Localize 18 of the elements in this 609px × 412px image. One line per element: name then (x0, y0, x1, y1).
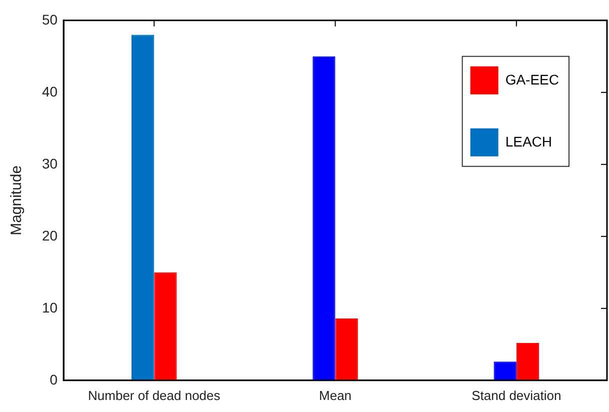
y-axis-title: Magnitude (8, 165, 26, 236)
x-tick-label: Mean (319, 388, 352, 403)
bar (154, 272, 177, 380)
x-tick-label: Number of dead nodes (88, 388, 221, 403)
y-tick-label: 50 (42, 11, 58, 28)
bar (312, 56, 336, 380)
bar (335, 318, 358, 380)
bar (132, 34, 154, 380)
legend-label: LEACH (505, 133, 552, 150)
y-tick-label: 10 (42, 299, 58, 316)
y-tick-label: 40 (42, 83, 58, 100)
bar (494, 362, 516, 380)
y-tick-label: 20 (42, 227, 58, 244)
bar (516, 342, 540, 380)
legend-label: GA-EEC (505, 71, 560, 88)
y-tick-label: 30 (42, 155, 58, 172)
y-tick-label: 0 (50, 371, 58, 388)
x-tick-label: Stand deviation (472, 388, 562, 403)
